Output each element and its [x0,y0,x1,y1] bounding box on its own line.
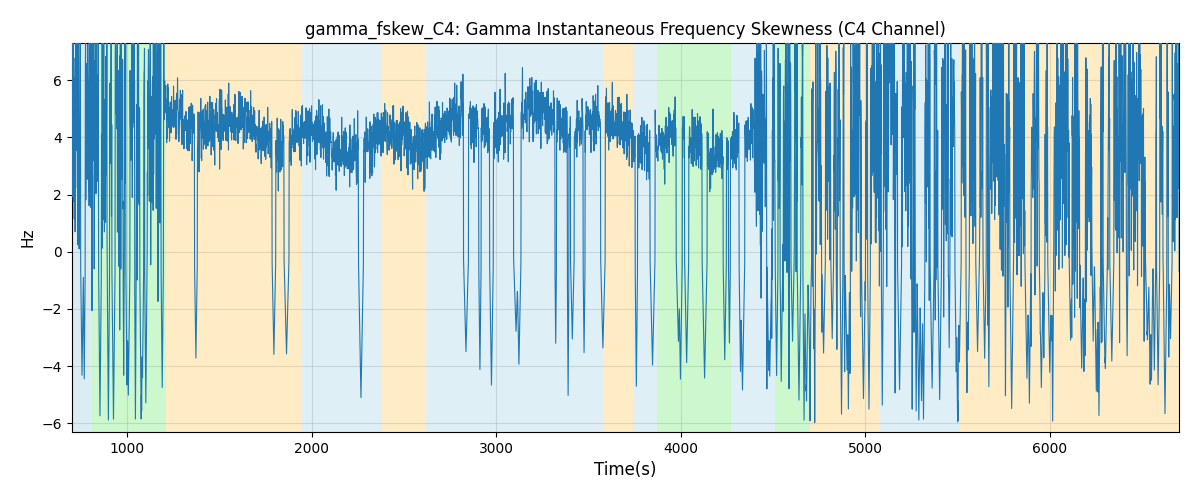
Bar [880,43,934,432]
Bar [72,43,92,432]
Bar [302,43,382,432]
Y-axis label: Hz: Hz [20,228,36,248]
Bar [604,43,632,432]
Bar [731,43,775,432]
Bar [960,43,1004,432]
Bar [810,43,880,432]
Bar [382,43,426,432]
Bar [632,43,656,432]
Bar [166,43,302,432]
Bar [656,43,731,432]
Bar [934,43,960,432]
Bar [1004,43,1180,432]
Bar [775,43,810,432]
Bar [92,43,166,432]
Title: gamma_fskew_C4: Gamma Instantaneous Frequency Skewness (C4 Channel): gamma_fskew_C4: Gamma Instantaneous Freq… [305,21,946,39]
X-axis label: Time(s): Time(s) [594,461,656,479]
Bar [426,43,604,432]
